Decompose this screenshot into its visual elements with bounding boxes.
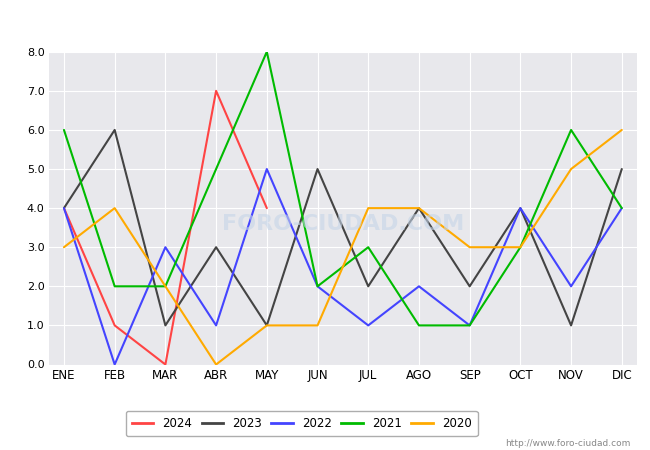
Text: FORO-CIUDAD.COM: FORO-CIUDAD.COM <box>222 214 464 234</box>
Text: Matriculaciones de Vehiculos en Paterna del Campo: Matriculaciones de Vehiculos en Paterna … <box>127 16 523 31</box>
Legend: 2024, 2023, 2022, 2021, 2020: 2024, 2023, 2022, 2021, 2020 <box>125 411 478 436</box>
Text: http://www.foro-ciudad.com: http://www.foro-ciudad.com <box>505 439 630 448</box>
